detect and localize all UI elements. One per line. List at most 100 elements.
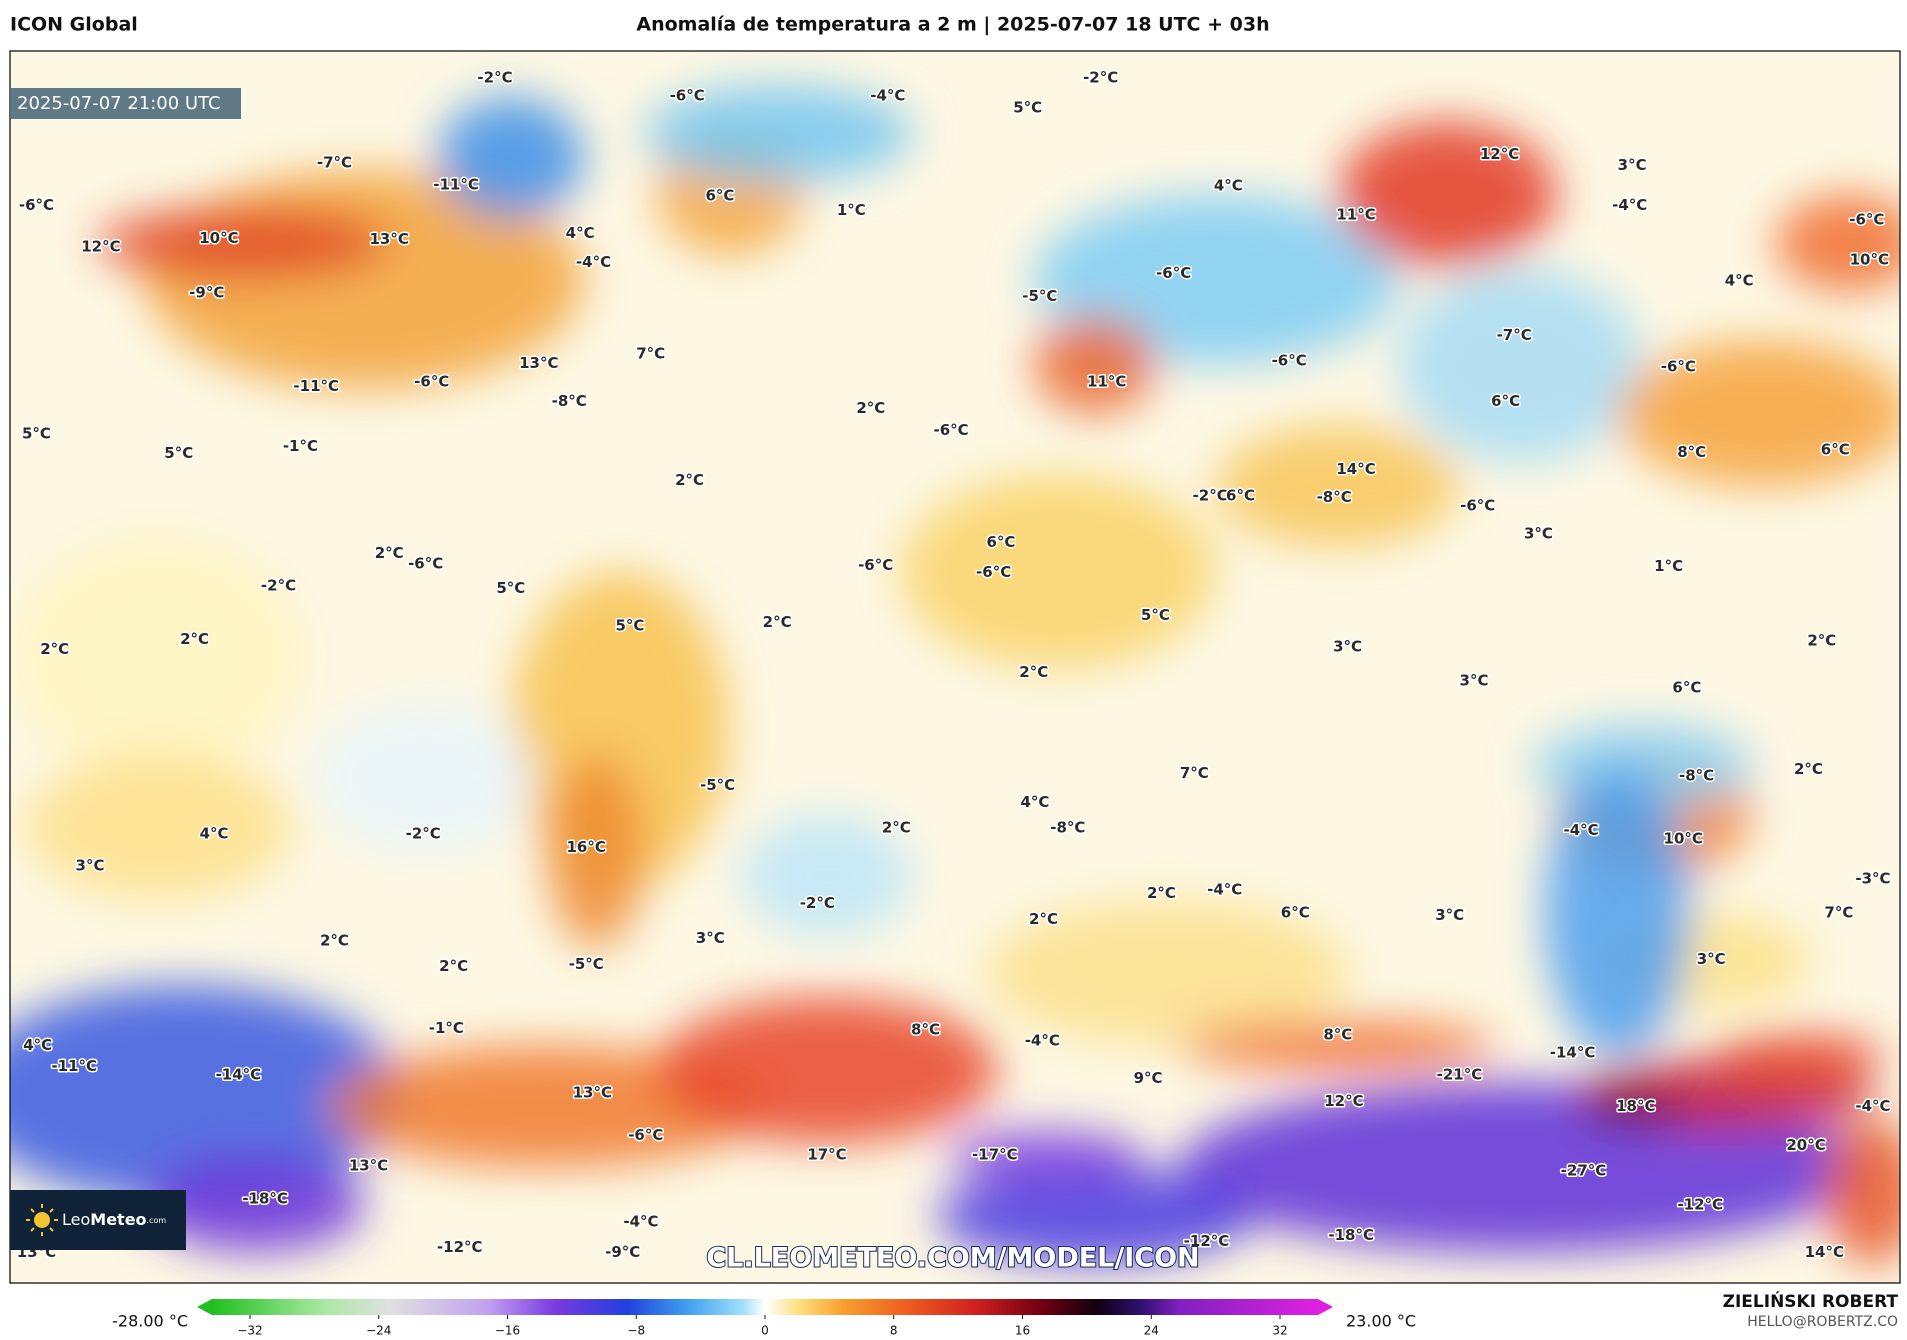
colorbar-tick-label: −16 [495,1324,520,1338]
temperature-label: 7°C [1824,904,1853,922]
field-blob [1714,1033,1886,1083]
temperature-label: 6°C [1281,904,1310,922]
temperature-label: 7°C [1180,764,1209,782]
temperature-label: 3°C [76,856,105,874]
model-name: ICON Global [10,14,138,36]
temperature-label: 2°C [180,630,209,648]
temperature-label: 10°C [199,229,238,247]
temperature-label: -6°C [1849,211,1884,229]
temperature-label: 12°C [1324,1092,1363,1110]
temperature-label: -4°C [870,87,905,105]
timestamp-box [10,88,241,119]
colorbar-ticks: −32 −24 −16 −8 0 8 16 24 32 [237,1315,1288,1338]
temperature-label: 2°C [856,399,885,417]
temperature-label: -7°C [1497,326,1532,344]
temperature-label: -8°C [1317,488,1352,506]
colorbar-min: -28.00 °C [112,1312,188,1331]
field-blob [1179,1021,1496,1071]
field-blob [1398,267,1642,463]
temperature-label: -12°C [437,1238,483,1256]
temperature-label: 2°C [1794,760,1823,778]
temperature-label: 8°C [1677,443,1706,461]
field-blob [656,997,998,1144]
colorbar-tick-label: 8 [890,1324,898,1338]
logo-text: LeoMeteo.com [62,1210,166,1229]
temperature-label: 4°C [566,224,595,242]
temperature-label: 1°C [1654,557,1683,575]
temperature-label: 6°C [986,533,1015,551]
temperature-label: 2°C [882,819,911,837]
temperature-label: 18°C [1616,1097,1655,1115]
field-blob [1775,194,1900,292]
temperature-label: -1°C [429,1019,464,1037]
field-blob [24,753,292,900]
temperature-label: 3°C [1697,950,1726,968]
temperature-label: -17°C [972,1146,1018,1164]
temperature-label: -3°C [1855,870,1890,888]
colorbar-max: 23.00 °C [1346,1312,1416,1331]
temperature-label: -5°C [1022,287,1057,305]
logo-part: .com [147,1216,167,1225]
temperature-label: -4°C [1025,1031,1060,1049]
temperature-label: 2°C [1019,663,1048,681]
temperature-label: -4°C [1563,821,1598,839]
temperature-label: 5°C [1141,606,1170,624]
temperature-label: 2°C [1807,631,1836,649]
temperature-label: -1°C [283,437,318,455]
temperature-label: 2°C [375,544,404,562]
temperature-label: 2°C [1029,910,1058,928]
temperature-label: 10°C [1664,830,1703,848]
temperature-label: -2°C [800,894,835,912]
temperature-label: 9°C [1134,1069,1163,1087]
temperature-label: -12°C [1677,1196,1723,1214]
temperature-label: -8°C [1679,766,1714,784]
colorbar-tick-label: −8 [627,1324,645,1338]
temperature-label: -6°C [19,196,54,214]
logo-part: Leo [62,1210,90,1229]
temperature-label: -6°C [1272,352,1307,370]
temperature-field [10,85,1900,1265]
field-blob [12,535,305,779]
field-blob [1581,1088,1679,1125]
temperature-label: -9°C [605,1243,640,1261]
temperature-label: -8°C [1050,819,1085,837]
temperature-label: -2°C [477,68,512,86]
temperature-label: 16°C [567,838,606,856]
field-blob [741,814,913,937]
temperature-label: -6°C [670,87,705,105]
temperature-label: 7°C [636,344,665,362]
temperature-label: -5°C [569,955,604,973]
temperature-label: -2°C [1083,68,1118,86]
temperature-label: 17°C [807,1146,846,1164]
temperature-label: -6°C [976,563,1011,581]
temperature-label: -6°C [858,556,893,574]
temperature-label: -8°C [552,392,587,410]
field-blob [899,474,1217,669]
colorbar-tick-label: −24 [366,1324,391,1338]
temperature-label: 3°C [1524,524,1553,542]
map: -2°C -6°C -4°C -2°C 5°C -7°C -11°C 6°C 1°C 12°C 3°… [10,51,1900,1283]
watermark: CL.LEOMETEO.COM/MODEL/ICON [706,1243,1199,1274]
temperature-label: -7°C [317,153,352,171]
colorbar-arrow [197,1299,212,1315]
temperature-label: 3°C [1435,906,1464,924]
colorbar-gradient [212,1299,1318,1315]
temperature-label: 4°C [23,1036,52,1054]
field-blob [985,899,1350,1046]
temperature-label: -14°C [216,1065,262,1083]
temperature-label: -6°C [414,372,449,390]
temperature-label: 13°C [369,230,408,248]
temperature-label: -27°C [1561,1161,1607,1179]
temperature-label: 2°C [439,957,468,975]
temperature-label: 2°C [1147,884,1176,902]
field-blob [97,206,390,280]
temperature-label: -6°C [1460,496,1495,514]
temperature-label: 13°C [519,354,558,372]
temperature-label: 3°C [1333,637,1362,655]
temperature-label: 5°C [616,617,645,635]
field-blob [1824,1118,1900,1265]
temperature-label: 11°C [1336,206,1375,224]
temperature-label: 8°C [1323,1025,1352,1043]
temperature-label: -2°C [1193,487,1228,505]
